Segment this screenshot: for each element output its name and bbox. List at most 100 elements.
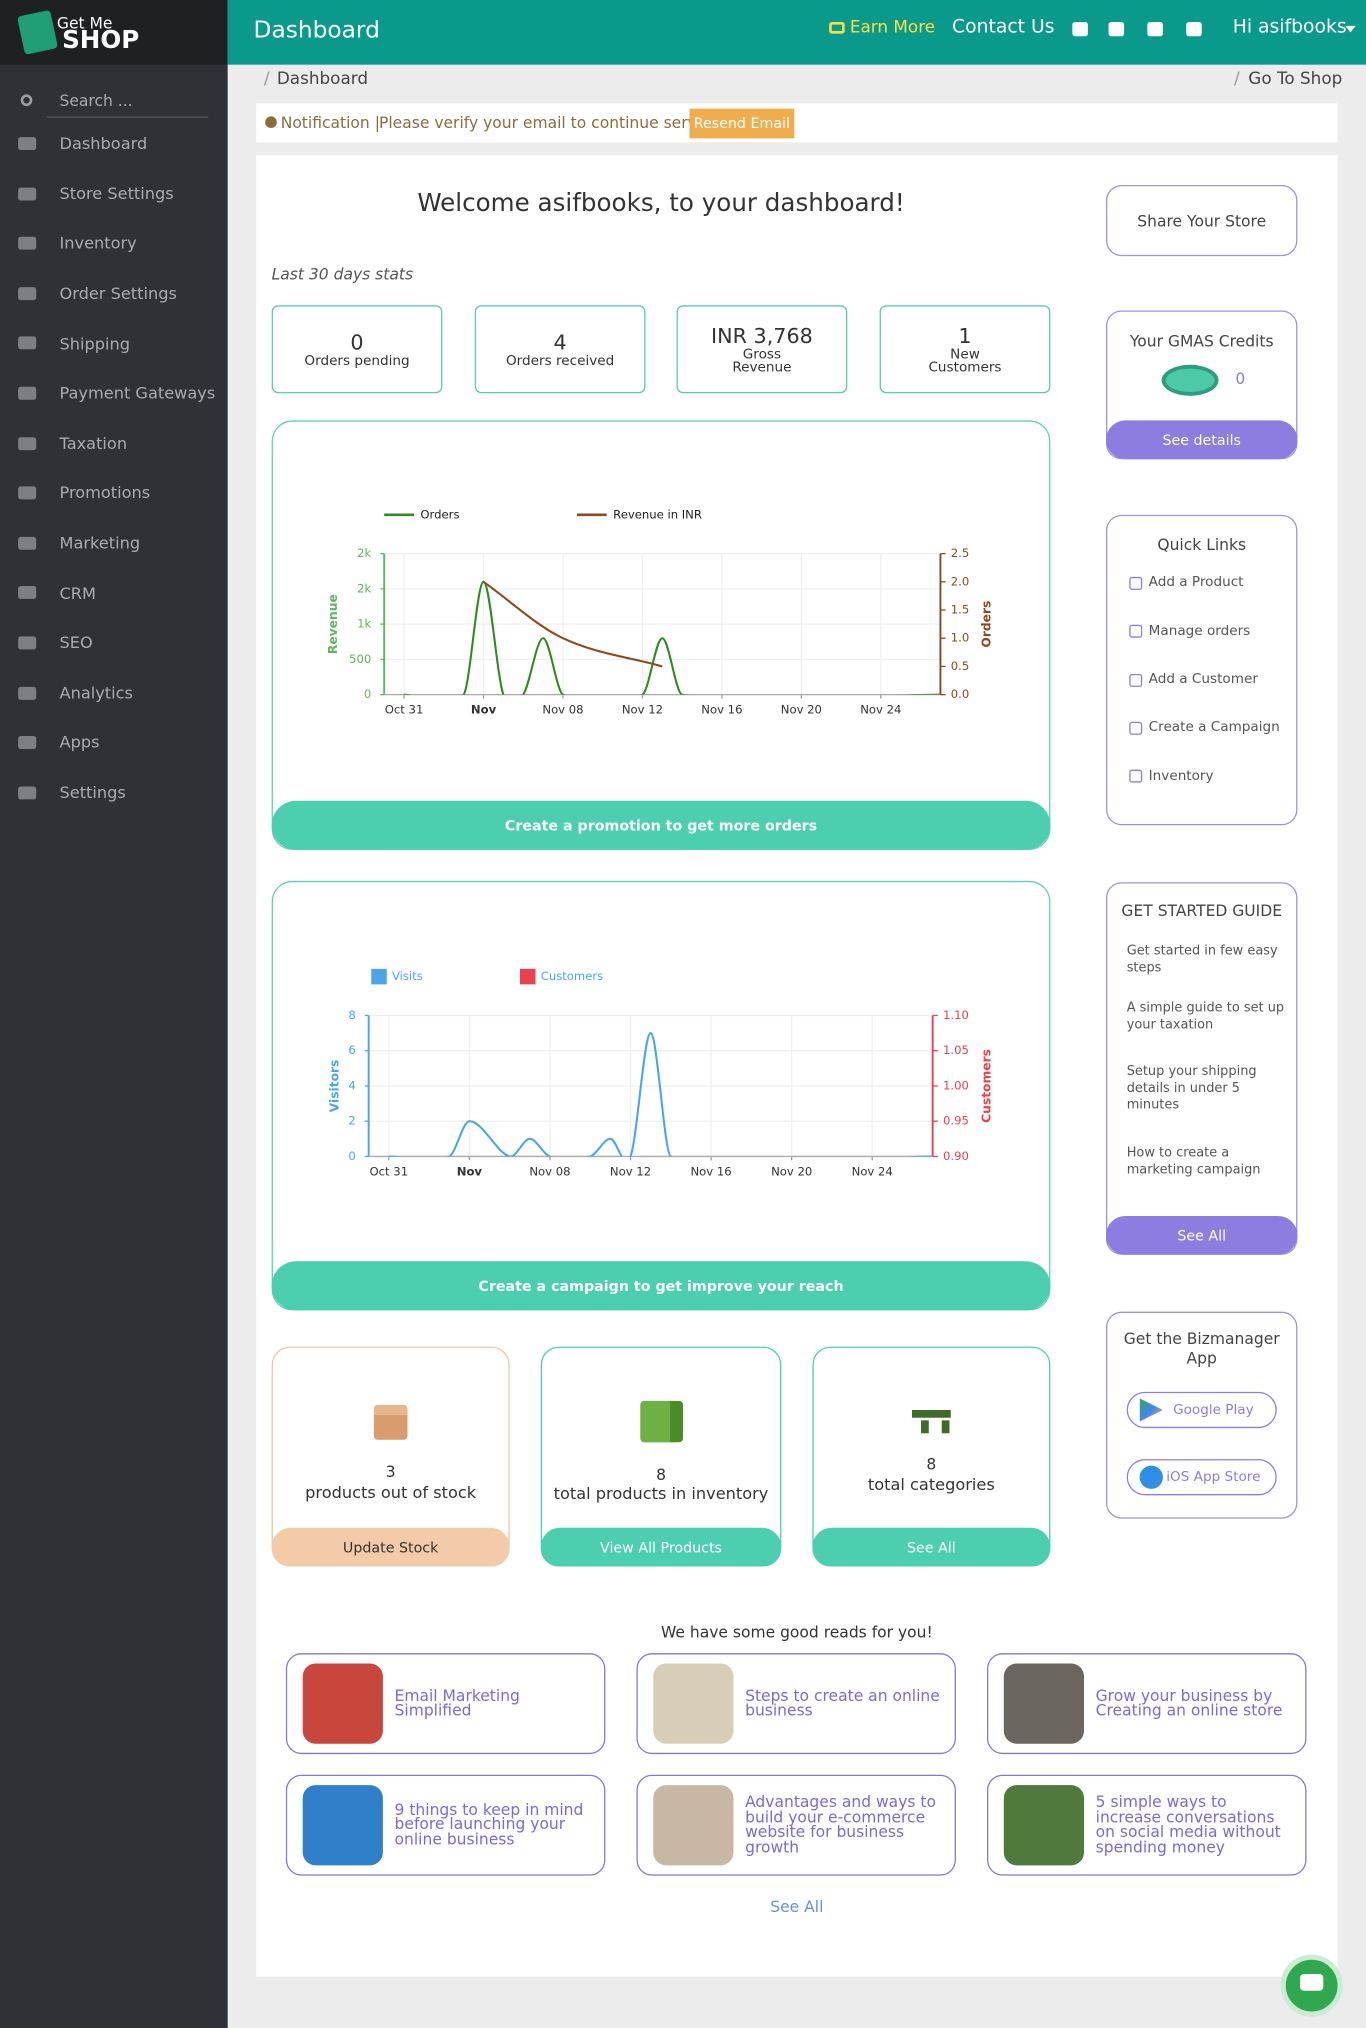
chart-card <box>271 880 1051 1311</box>
inventory-value: 8 <box>656 1465 666 1484</box>
read-thumbnail <box>1003 1663 1085 1744</box>
menu-item[interactable]: Analytics <box>59 682 133 703</box>
menu-icon <box>18 386 37 400</box>
inventory-button[interactable]: View All Products <box>540 1527 782 1567</box>
earn-icon <box>829 21 845 34</box>
guide-title: GET STARTED GUIDE <box>1121 901 1282 920</box>
menu-icon <box>18 586 37 600</box>
welcome-heading: Welcome asifbooks, to your dashboard! <box>417 189 905 218</box>
read-card[interactable] <box>636 1774 956 1876</box>
quick-link[interactable]: Inventory <box>1148 767 1214 784</box>
reads-see-all-link[interactable]: See All <box>770 1897 824 1916</box>
chat-icon <box>1300 1973 1324 1991</box>
read-card[interactable] <box>285 1653 606 1755</box>
menu-item[interactable]: Store Settings <box>59 183 174 203</box>
quick-link[interactable]: Add a Product <box>1148 574 1244 591</box>
contact-link[interactable]: Contact Us <box>952 16 1055 38</box>
menu-item[interactable]: Settings <box>59 782 126 803</box>
inventory-icon <box>640 1400 683 1443</box>
stat-label: Orders pending <box>304 353 410 369</box>
read-thumbnail <box>302 1663 383 1744</box>
quick-link[interactable]: Add a Customer <box>1148 671 1258 687</box>
stat-label: Orders received <box>505 353 615 369</box>
header-icon[interactable] <box>1072 21 1088 37</box>
stats-caption: Last 30 days stats <box>271 264 414 283</box>
read-title[interactable]: Advantages and ways to build your e-comm… <box>745 1792 936 1856</box>
read-card[interactable] <box>285 1774 606 1876</box>
search-icon <box>20 94 33 107</box>
guide-item[interactable]: How to create a marketing campaign <box>1126 1146 1261 1178</box>
quick-link-icon <box>1129 673 1143 687</box>
search-input[interactable]: Search ... <box>59 91 133 110</box>
menu-icon <box>18 636 37 650</box>
read-card[interactable] <box>986 1653 1307 1755</box>
app-store-icon <box>1139 1465 1163 1489</box>
header-icon[interactable] <box>1147 21 1163 37</box>
menu-item[interactable]: Taxation <box>59 433 128 453</box>
menu-item[interactable]: Inventory <box>59 233 137 253</box>
inventory-value: 8 <box>926 1454 937 1473</box>
stat-value: 4 <box>553 329 567 355</box>
app-card <box>1105 1311 1298 1519</box>
read-title[interactable]: Email Marketing Simplified <box>394 1686 520 1720</box>
menu-icon <box>18 736 37 750</box>
menu-item[interactable]: Marketing <box>59 533 141 553</box>
menu-item[interactable]: CRM <box>59 582 96 603</box>
share-store-button[interactable]: Share Your Store <box>1105 184 1298 257</box>
read-title[interactable]: 9 things to keep in mind before launchin… <box>394 1800 584 1849</box>
stat-label: New Customers <box>928 346 1002 376</box>
user-menu[interactable]: Hi asifbooks <box>1232 16 1347 38</box>
inventory-label: total categories <box>867 1474 995 1495</box>
guide-item[interactable]: Setup your shipping details in under 5 m… <box>1126 1064 1257 1113</box>
app-store-button[interactable]: iOS App Store <box>1126 1459 1277 1496</box>
categories-icon <box>921 1420 950 1434</box>
header-icon[interactable] <box>1186 21 1202 37</box>
menu-item[interactable]: Shipping <box>59 333 131 353</box>
stat-card: 1 New Customers <box>879 305 1051 394</box>
read-title[interactable]: Steps to create an online business <box>745 1686 940 1720</box>
go-to-shop-link[interactable]: Go To Shop <box>1248 69 1343 90</box>
read-card[interactable] <box>636 1653 956 1755</box>
menu-item[interactable]: Payment Gateways <box>59 383 216 403</box>
read-thumbnail <box>653 1785 734 1866</box>
reads-title: We have some good reads for you! <box>660 1622 933 1641</box>
stat-card: 4 Orders received <box>474 305 646 394</box>
read-thumbnail <box>302 1785 383 1866</box>
read-card[interactable] <box>986 1774 1307 1876</box>
credits-title: Your GMAS Credits <box>1129 331 1274 350</box>
read-title[interactable]: 5 simple ways to increase conversations … <box>1095 1792 1281 1856</box>
guide-item[interactable]: Get started in few easy steps <box>1126 944 1278 976</box>
chart-cta-button[interactable]: Create a campaign to get improve your re… <box>271 1261 1051 1311</box>
guide-see-all-button[interactable]: See All <box>1105 1215 1298 1255</box>
menu-item[interactable]: Promotions <box>59 483 151 503</box>
app-store-button[interactable]: Google Play <box>1126 1391 1277 1429</box>
resend-email-button[interactable]: Resend Email <box>689 108 795 139</box>
read-title[interactable]: Grow your business by Creating an online… <box>1095 1686 1283 1720</box>
quick-link[interactable]: Create a Campaign <box>1148 719 1280 736</box>
header-icon[interactable] <box>1108 21 1125 37</box>
inventory-button[interactable]: Update Stock <box>271 1527 510 1567</box>
stat-card: INR 3,768 Gross Revenue <box>676 305 848 394</box>
menu-item[interactable]: Apps <box>59 732 100 753</box>
menu-item[interactable]: Order Settings <box>59 283 177 303</box>
notification-message: Please verify your email to continue ser… <box>379 113 725 132</box>
quick-link-icon <box>1129 576 1143 590</box>
quick-link[interactable]: Manage orders <box>1148 623 1251 639</box>
earn-more-link[interactable]: Earn More <box>849 18 936 38</box>
menu-item[interactable]: Dashboard <box>59 133 148 153</box>
chart-cta-button[interactable]: Create a promotion to get more orders <box>271 800 1051 850</box>
inventory-button[interactable]: See All <box>812 1527 1051 1567</box>
guide-item[interactable]: A simple guide to set up your taxation <box>1126 1001 1285 1033</box>
read-thumbnail <box>653 1663 734 1744</box>
credits-coin-icon <box>1161 364 1219 396</box>
credits-details-button[interactable]: See details <box>1105 420 1298 460</box>
menu-icon <box>18 236 37 250</box>
menu-item[interactable]: SEO <box>59 632 93 653</box>
menu-icon <box>18 536 37 550</box>
inventory-label: total products in inventory <box>553 1484 769 1504</box>
quick-link-icon <box>1129 721 1143 735</box>
quick-links-card <box>1105 514 1298 826</box>
user-caret <box>1345 25 1356 33</box>
inventory-label: products out of stock <box>305 1482 477 1503</box>
